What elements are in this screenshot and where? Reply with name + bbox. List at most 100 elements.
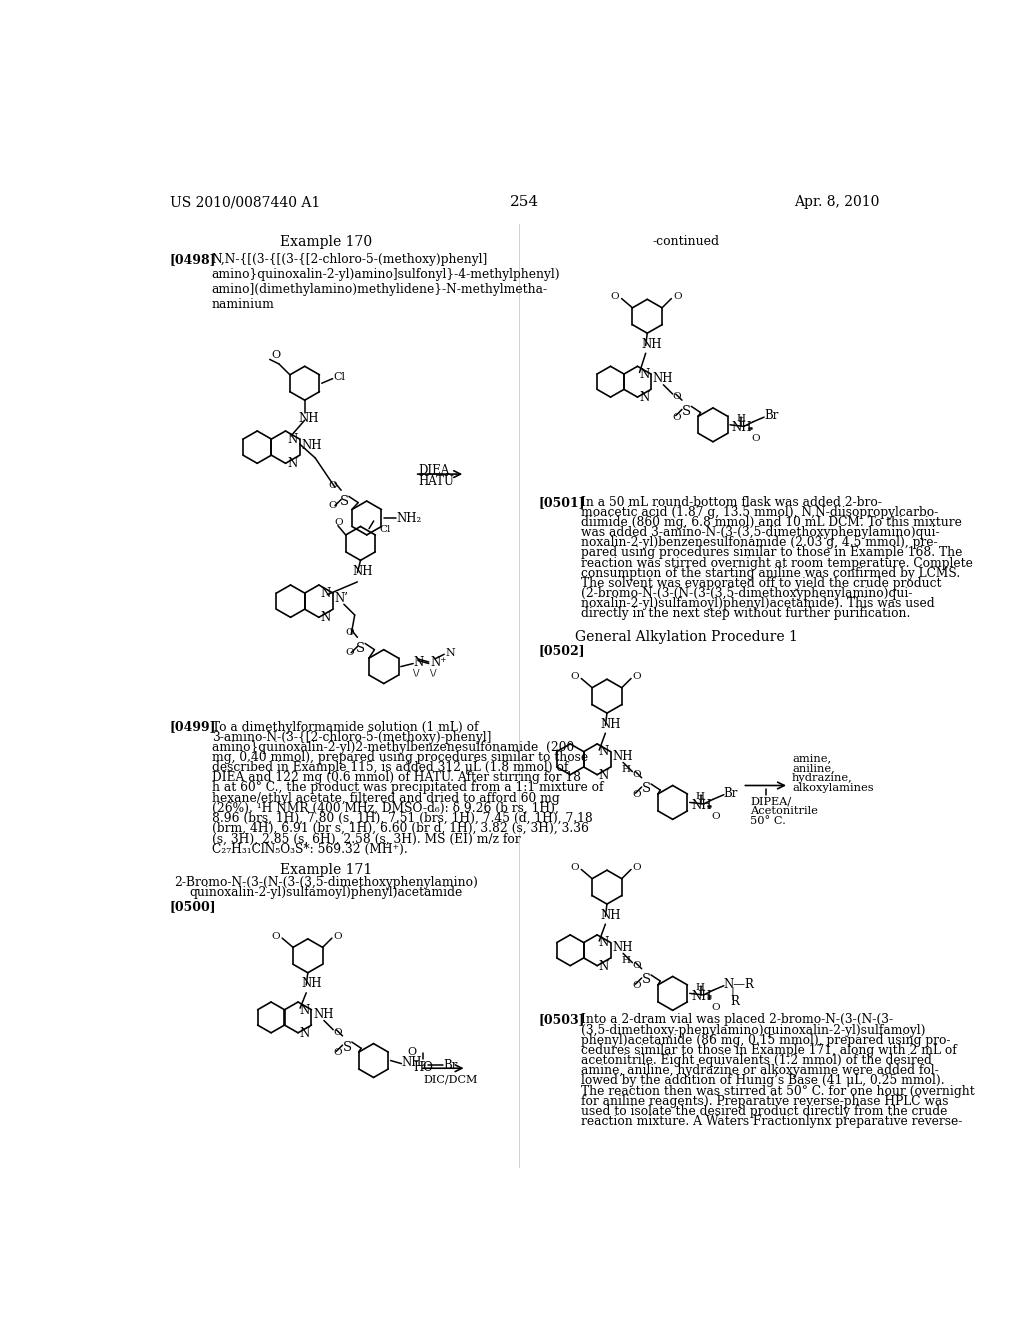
Text: [0498]: [0498] bbox=[170, 253, 216, 267]
Text: diimide (860 mg, 6.8 mmol) and 10 mL DCM. To this mixture: diimide (860 mg, 6.8 mmol) and 10 mL DCM… bbox=[581, 516, 962, 529]
Text: Br: Br bbox=[724, 787, 738, 800]
Text: O: O bbox=[673, 412, 681, 421]
Text: US 2010/0087440 A1: US 2010/0087440 A1 bbox=[170, 195, 321, 210]
Text: O: O bbox=[633, 791, 641, 799]
Text: 3-amino-N-(3-{[2-chloro-5-(methoxy)-phenyl]: 3-amino-N-(3-{[2-chloro-5-(methoxy)-phen… bbox=[212, 731, 492, 743]
Text: To a dimethylformamide solution (1 mL) of: To a dimethylformamide solution (1 mL) o… bbox=[212, 721, 478, 734]
Text: O: O bbox=[633, 770, 641, 779]
Text: NH: NH bbox=[612, 750, 633, 763]
Text: N: N bbox=[639, 391, 649, 404]
Text: was added 3-amino-N-(3-(3,5-dimethoxyphenylamino)qui-: was added 3-amino-N-(3-(3,5-dimethoxyphe… bbox=[581, 527, 939, 539]
Text: N: N bbox=[300, 1027, 310, 1040]
Text: NH: NH bbox=[299, 412, 319, 425]
Text: noxalin-2-yl)sulfamoyl)phenyl)acetamide). This was used: noxalin-2-yl)sulfamoyl)phenyl)acetamide)… bbox=[581, 597, 934, 610]
Text: O: O bbox=[271, 350, 281, 360]
Text: O: O bbox=[633, 863, 641, 873]
Text: O: O bbox=[673, 293, 682, 301]
Text: O: O bbox=[333, 1048, 342, 1057]
Text: for aniline reagents). Preparative reverse-phase HPLC was: for aniline reagents). Preparative rever… bbox=[581, 1094, 948, 1107]
Text: \/: \/ bbox=[430, 668, 437, 677]
Text: O: O bbox=[329, 502, 337, 510]
Text: C₂₇H₃₁ClN₅O₃S*: 569.32 (MH⁺).: C₂₇H₃₁ClN₅O₃S*: 569.32 (MH⁺). bbox=[212, 842, 408, 855]
Text: O: O bbox=[633, 981, 641, 990]
Text: \/: \/ bbox=[414, 668, 420, 677]
Text: H: H bbox=[696, 982, 705, 991]
Text: hexane/ethyl acetate, filtered and dried to afford 60 mg: hexane/ethyl acetate, filtered and dried… bbox=[212, 792, 559, 805]
Text: O: O bbox=[335, 517, 343, 527]
Text: [0502]: [0502] bbox=[539, 644, 586, 657]
Text: NH: NH bbox=[652, 372, 673, 385]
Text: Apr. 8, 2010: Apr. 8, 2010 bbox=[795, 195, 880, 210]
Text: N: N bbox=[287, 457, 297, 470]
Text: NH: NH bbox=[691, 990, 712, 1003]
Text: The reaction then was stirred at 50° C. for one hour (overnight: The reaction then was stirred at 50° C. … bbox=[581, 1085, 975, 1097]
Text: lowed by the addition of Hunig’s Base (41 μL, 0.25 mmol).: lowed by the addition of Hunig’s Base (4… bbox=[581, 1074, 944, 1088]
Text: [0501]: [0501] bbox=[539, 496, 586, 508]
Text: HO: HO bbox=[414, 1060, 434, 1073]
Text: NH: NH bbox=[301, 440, 322, 453]
Text: O: O bbox=[633, 961, 641, 970]
Text: [0500]: [0500] bbox=[170, 900, 216, 913]
Text: phenyl)acetamide (86 mg, 0.15 mmol), prepared using pro-: phenyl)acetamide (86 mg, 0.15 mmol), pre… bbox=[581, 1034, 950, 1047]
Text: O: O bbox=[345, 648, 353, 657]
Text: reaction mixture. A Waters Fractionlynx preparative reverse-: reaction mixture. A Waters Fractionlynx … bbox=[581, 1115, 962, 1129]
Text: NH: NH bbox=[731, 421, 752, 434]
Text: Acetonitrile: Acetonitrile bbox=[751, 807, 818, 816]
Text: O: O bbox=[334, 932, 342, 941]
Text: General Alkylation Procedure 1: General Alkylation Procedure 1 bbox=[574, 630, 798, 644]
Text: NH: NH bbox=[313, 1008, 334, 1022]
Text: (brm, 4H), 6.91 (br s, 1H), 6.60 (br d, 1H), 3.82 (s, 3H), 3.36: (brm, 4H), 6.91 (br s, 1H), 6.60 (br d, … bbox=[212, 822, 589, 836]
Text: h at 60° C., the product was precipitated from a 1:1 mixture of: h at 60° C., the product was precipitate… bbox=[212, 781, 603, 795]
Text: noxalin-2-yl)benzenesulfonamide (2.03 g, 4.5 mmol), pre-: noxalin-2-yl)benzenesulfonamide (2.03 g,… bbox=[581, 536, 937, 549]
Text: O: O bbox=[333, 1028, 342, 1038]
Text: amine, aniline, hydrazine or alkoxyamine were added fol-: amine, aniline, hydrazine or alkoxyamine… bbox=[581, 1064, 938, 1077]
Text: HATU: HATU bbox=[419, 475, 455, 488]
Text: NH: NH bbox=[612, 941, 633, 954]
Text: NH: NH bbox=[601, 908, 622, 921]
Text: H: H bbox=[622, 766, 631, 775]
Text: O: O bbox=[752, 434, 761, 444]
Text: DIC/DCM: DIC/DCM bbox=[423, 1074, 477, 1085]
Text: H: H bbox=[696, 792, 705, 801]
Text: N: N bbox=[321, 611, 331, 624]
Text: S: S bbox=[642, 783, 651, 796]
Text: N: N bbox=[599, 936, 609, 949]
Text: O: O bbox=[712, 1003, 720, 1011]
Text: (26%). ¹H NMR (400 MHz, DMSO-d₆): δ 9.26 (b rs, 1H),: (26%). ¹H NMR (400 MHz, DMSO-d₆): δ 9.26… bbox=[212, 801, 558, 814]
Text: acetonitrile. Eight equivalents (1.2 mmol) of the desired: acetonitrile. Eight equivalents (1.2 mmo… bbox=[581, 1055, 932, 1067]
Text: N: N bbox=[414, 656, 424, 669]
Text: NH: NH bbox=[352, 565, 374, 578]
Text: (3,5-dimethoxy-phenylamino)quinoxalin-2-yl)sulfamoyl): (3,5-dimethoxy-phenylamino)quinoxalin-2-… bbox=[581, 1023, 925, 1036]
Text: aniline,: aniline, bbox=[792, 763, 835, 774]
Text: moacetic acid (1.87 g, 13.5 mmol), N,N-diisopropylcarbo-: moacetic acid (1.87 g, 13.5 mmol), N,N-d… bbox=[581, 506, 938, 519]
Text: The solvent was evaporated off to yield the crude product: The solvent was evaporated off to yield … bbox=[581, 577, 941, 590]
Text: N: N bbox=[287, 433, 297, 446]
Text: pared using procedures similar to those in Example 168. The: pared using procedures similar to those … bbox=[581, 546, 962, 560]
Text: hydrazine,: hydrazine, bbox=[792, 774, 853, 783]
Text: Cl: Cl bbox=[334, 372, 345, 383]
Text: described in Example 115, is added 312 μL (1.8 mmol) of: described in Example 115, is added 312 μ… bbox=[212, 762, 568, 774]
Text: Example 171: Example 171 bbox=[281, 863, 373, 878]
Text: (s, 3H), 2.85 (s, 6H), 2.58 (s, 3H). MS (EI) m/z for: (s, 3H), 2.85 (s, 6H), 2.58 (s, 3H). MS … bbox=[212, 833, 520, 845]
Text: consumption of the starting aniline was confirmed by LCMS.: consumption of the starting aniline was … bbox=[581, 566, 959, 579]
Text: Br: Br bbox=[443, 1059, 458, 1072]
Text: NH: NH bbox=[302, 977, 323, 990]
Text: DIEA and 122 mg (0.6 mmol) of HATU. After stirring for 18: DIEA and 122 mg (0.6 mmol) of HATU. Afte… bbox=[212, 771, 581, 784]
Text: quinoxalin-2-yl)sulfamoyl)phenyl)acetamide: quinoxalin-2-yl)sulfamoyl)phenyl)acetami… bbox=[189, 886, 463, 899]
Text: S: S bbox=[356, 642, 365, 655]
Text: -continued: -continued bbox=[652, 235, 720, 248]
Text: N,N-{[(3-{[(3-{[2-chloro-5-(methoxy)phenyl]
amino}quinoxalin-2-yl)amino]sulfonyl: N,N-{[(3-{[(3-{[2-chloro-5-(methoxy)phen… bbox=[212, 253, 560, 312]
Text: N’: N’ bbox=[335, 591, 348, 605]
Text: reaction was stirred overnight at room temperature. Complete: reaction was stirred overnight at room t… bbox=[581, 557, 973, 570]
Text: Into a 2-dram vial was placed 2-bromo-N-(3-(N-(3-: Into a 2-dram vial was placed 2-bromo-N-… bbox=[581, 1014, 893, 1027]
Text: O: O bbox=[408, 1047, 417, 1057]
Text: O: O bbox=[329, 480, 337, 490]
Text: |: | bbox=[730, 987, 734, 1001]
Text: 8.96 (brs, 1H), 7.80 (s, 1H), 7.51 (brs, 1H), 7.45 (d, 1H), 7.18: 8.96 (brs, 1H), 7.80 (s, 1H), 7.51 (brs,… bbox=[212, 812, 593, 825]
Text: S: S bbox=[642, 973, 651, 986]
Text: H: H bbox=[622, 957, 631, 965]
Text: Cl: Cl bbox=[379, 525, 390, 533]
Text: O: O bbox=[712, 812, 720, 821]
Text: S: S bbox=[682, 405, 691, 418]
Text: NH₂: NH₂ bbox=[401, 1056, 427, 1069]
